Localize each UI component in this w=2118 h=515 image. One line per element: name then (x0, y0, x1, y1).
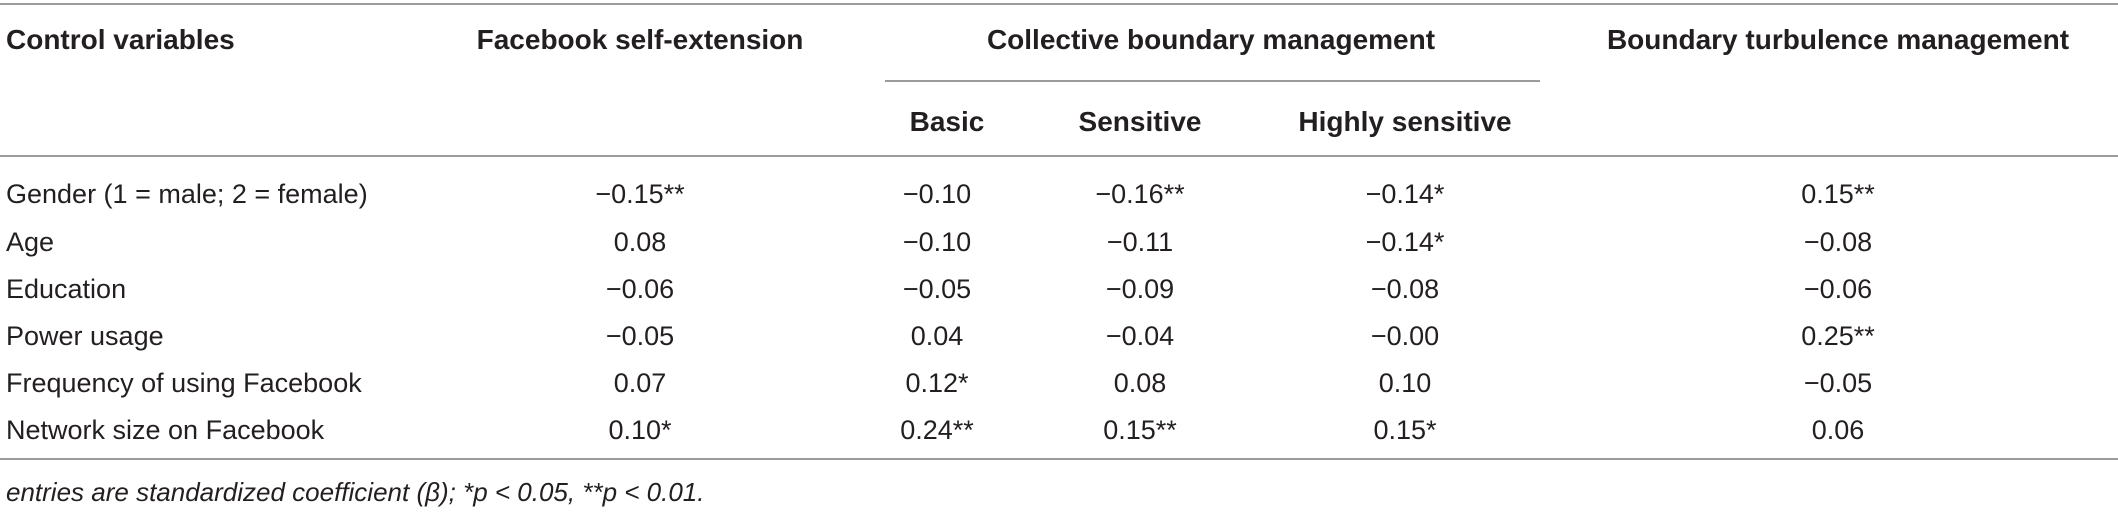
cell-btm: −0.06 (1803, 274, 1873, 304)
cell-sensitive: −0.09 (1105, 274, 1175, 304)
cell-fse: 0.10* (608, 415, 672, 445)
cell-btm: 0.06 (1811, 415, 1865, 445)
cell-btm: 0.25** (1801, 321, 1875, 351)
header-sensitive: Sensitive (1078, 106, 1202, 137)
cell-highly-sensitive: −0.08 (1370, 274, 1440, 304)
cell-basic: −0.05 (902, 274, 972, 304)
header-control-variables: Control variables (6, 24, 235, 55)
table-footnote: entries are standardized coefficient (β)… (6, 477, 705, 507)
header-highly-sensitive: Highly sensitive (1298, 106, 1512, 137)
cell-highly-sensitive: 0.15* (1373, 415, 1437, 445)
row-label: Gender (1 = male; 2 = female) (6, 179, 368, 209)
cell-basic: −0.10 (902, 227, 972, 257)
cell-fse: −0.05 (605, 321, 675, 351)
header-bottom-rule (0, 155, 2118, 157)
cell-basic: 0.04 (910, 321, 964, 351)
cell-fse: −0.06 (605, 274, 675, 304)
cell-sensitive: −0.16** (1095, 179, 1185, 209)
cell-sensitive: −0.04 (1105, 321, 1175, 351)
cell-basic: 0.12* (905, 368, 969, 398)
cell-btm: 0.15** (1801, 179, 1875, 209)
cell-highly-sensitive: −0.14* (1365, 179, 1445, 209)
header-boundary-turbulence-management: Boundary turbulence management (1606, 24, 2070, 55)
cell-fse: −0.15** (595, 179, 685, 209)
cell-highly-sensitive: −0.14* (1365, 227, 1445, 257)
row-label: Frequency of using Facebook (6, 368, 362, 398)
row-label: Age (6, 227, 55, 257)
row-label: Power usage (6, 321, 164, 351)
cell-sensitive: 0.15** (1103, 415, 1177, 445)
cell-sensitive: −0.11 (1106, 227, 1174, 257)
row-label: Education (6, 274, 127, 304)
header-basic: Basic (909, 106, 985, 137)
cell-fse: 0.07 (613, 368, 667, 398)
cell-btm: −0.08 (1803, 227, 1873, 257)
cell-basic: −0.10 (902, 179, 972, 209)
header-facebook-self-extension: Facebook self-extension (476, 24, 804, 55)
cell-fse: 0.08 (613, 227, 667, 257)
top-rule (0, 3, 2118, 5)
collective-header-rule (885, 80, 1540, 82)
cell-highly-sensitive: −0.00 (1370, 321, 1440, 351)
cell-highly-sensitive: 0.10 (1378, 368, 1432, 398)
header-collective-boundary-management: Collective boundary management (986, 24, 1436, 55)
cell-btm: −0.05 (1803, 368, 1873, 398)
row-label: Network size on Facebook (6, 415, 325, 445)
cell-basic: 0.24** (900, 415, 974, 445)
cell-sensitive: 0.08 (1113, 368, 1167, 398)
bottom-rule (0, 458, 2118, 460)
